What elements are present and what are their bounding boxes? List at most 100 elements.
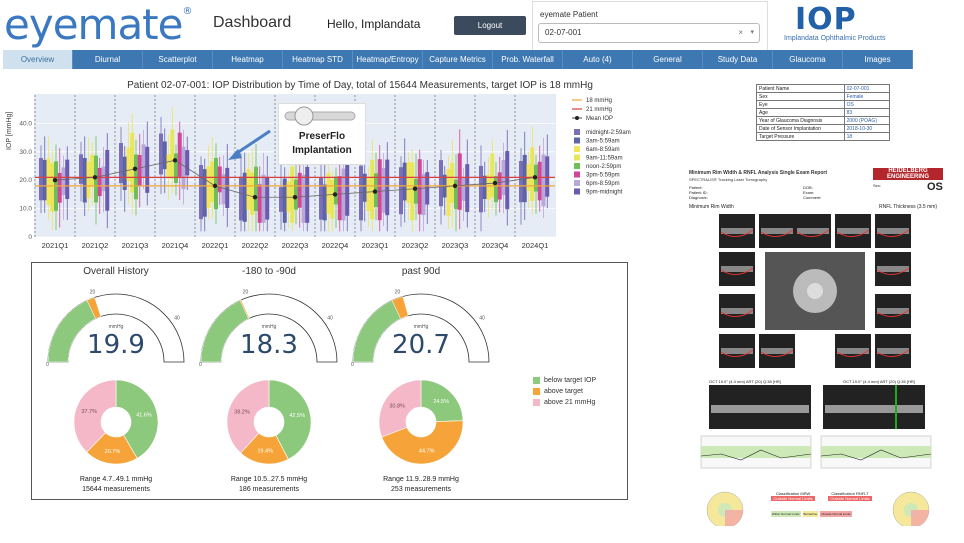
heidelberg-logo: HEIDELBERG ENGINEERING [873, 168, 943, 180]
tab-diurnal[interactable]: Diurnal [73, 50, 143, 69]
tab-prob-waterfall[interactable]: Prob. Waterfall [493, 50, 563, 69]
box [490, 153, 495, 198]
gauge-tick-20: 20 [243, 290, 249, 296]
oct-optic-cup [807, 283, 823, 299]
box [322, 184, 327, 221]
logout-button[interactable]: Logout [454, 16, 526, 35]
mean-iop-point [532, 175, 538, 180]
box [541, 154, 546, 207]
oct-scan1-label: OCT 19.0° (4.4 mm) ART (20) Q:38 [HR] [709, 379, 781, 384]
x-tick-label: 2024Q1 [522, 241, 549, 250]
chevron-down-icon[interactable]: ▾ [750, 29, 754, 36]
tab-glaucoma[interactable]: Glaucoma [773, 50, 843, 69]
oct-report: Minimum Rim Width & RNFL Analysis Single… [683, 166, 953, 526]
legend-label: 3am-5:59am [586, 139, 620, 145]
oct-bscan-line [836, 349, 870, 357]
tab-auto-4-[interactable]: Auto (4) [563, 50, 633, 69]
pie-label: 41.6% [136, 412, 152, 418]
box [362, 173, 367, 202]
patient-selector-panel [532, 1, 768, 53]
oct-sex-field: Sex: [873, 183, 882, 188]
legend-swatch [574, 154, 580, 161]
patient-info-table: Patient Name 02-07-001 Sex Female Eye OS Age 83… [756, 84, 891, 141]
tab-heatmap-std[interactable]: Heatmap STD [283, 50, 353, 69]
gauge-unit-past90: mmHg [413, 324, 429, 330]
box [181, 146, 186, 190]
gauge-title-180-90: -180 to -90d [242, 266, 296, 277]
box [297, 172, 302, 208]
oct-class-key: Within Normal Limits Borderline Outside … [771, 511, 852, 517]
mean-iop-point [292, 195, 298, 200]
box [479, 165, 483, 213]
box [345, 157, 350, 216]
info-row: Patient Name 02-07-001 [756, 84, 891, 93]
tab-study-data[interactable]: Study Data [703, 50, 773, 69]
gauge-tick-40: 40 [327, 316, 333, 322]
tab-overview[interactable]: Overview [3, 50, 73, 69]
gauge-range-180-90: Range 10.5..27.5 mmHg 186 measurements [230, 476, 308, 493]
annotation-arrow [228, 129, 271, 160]
mean-iop-point [412, 186, 418, 191]
clear-icon[interactable]: × [738, 28, 743, 37]
mean-iop-point [372, 189, 378, 194]
box [254, 166, 258, 212]
box [261, 174, 266, 223]
box [381, 167, 386, 213]
tab-heatmap-entropy[interactable]: Heatmap/Entropy [353, 50, 423, 69]
box [465, 164, 470, 212]
oct-bscan-layer [837, 348, 869, 354]
box [162, 141, 167, 170]
tab-general[interactable]: General [633, 50, 703, 69]
gauge-tick-40: 40 [479, 316, 485, 322]
patient-select[interactable]: 02-07-001 × ▾ [538, 23, 760, 43]
legend-label: 9am-11:59am [586, 156, 623, 162]
y-tick-label: 0 [28, 234, 32, 241]
gauge-range-past90: Range 11.9..28.9 mmHg 253 measurements [383, 476, 459, 493]
mean-iop-point [452, 183, 458, 189]
oct-key-borderline: Borderline [802, 511, 819, 517]
tab-images[interactable]: Images [843, 50, 913, 69]
oct-bscan-line [876, 267, 910, 275]
oct-bscan-line [720, 309, 754, 317]
oct-bscan-line [720, 349, 754, 357]
legend-swatch [574, 180, 580, 186]
box [86, 161, 91, 199]
x-tick-label: 2023Q1 [362, 241, 389, 250]
box [530, 147, 535, 201]
pie-label: 20.7% [105, 449, 121, 455]
box [159, 133, 163, 175]
legend-label: 3pm-5:59pm [586, 173, 620, 179]
box [457, 153, 462, 210]
greeting: Hello, Implandata [327, 17, 421, 31]
info-row: Target Pressure 18 [756, 132, 891, 141]
page-title: Dashboard [213, 14, 292, 31]
box [482, 175, 487, 200]
oct-class-mrw: Classification MRW Outside Normal Limits [771, 491, 815, 501]
mean-iop-point [52, 178, 58, 183]
oct-bscan-layer [721, 308, 753, 314]
box [286, 181, 291, 213]
y-tick-label: 40.0 [19, 120, 32, 127]
oct-bscan-line [876, 309, 910, 317]
box [421, 174, 426, 216]
oct-bscan-layer [877, 266, 909, 272]
box [545, 156, 550, 197]
oct-bscan-line [876, 229, 910, 237]
legend-swatch [574, 146, 580, 152]
gauge-tick-20: 20 [90, 290, 96, 296]
tab-scatterplot[interactable]: Scatterplot [143, 50, 213, 69]
iop-box-chart: 0 10.0 20.0 30.0 40.0 2021Q1 2021Q2 2021Q3 2021Q… [19, 95, 631, 250]
gauge-tick-0: 0 [351, 362, 354, 368]
box [486, 174, 491, 200]
box [406, 162, 411, 203]
mean-iop-point [172, 158, 178, 163]
box [242, 172, 247, 222]
gauge-tick-0: 0 [199, 362, 202, 368]
pie-label: 24.5% [433, 399, 449, 405]
main-nav: Overview Diurnal Scatterplot Heatmap Heatmap… [3, 50, 913, 69]
tab-capture-metrics[interactable]: Capture Metrics [423, 50, 493, 69]
box [90, 154, 95, 187]
oct-bscan-line [760, 349, 794, 357]
tab-heatmap[interactable]: Heatmap [213, 50, 283, 69]
y-axis-label: IOP [mmHg] [6, 111, 13, 150]
